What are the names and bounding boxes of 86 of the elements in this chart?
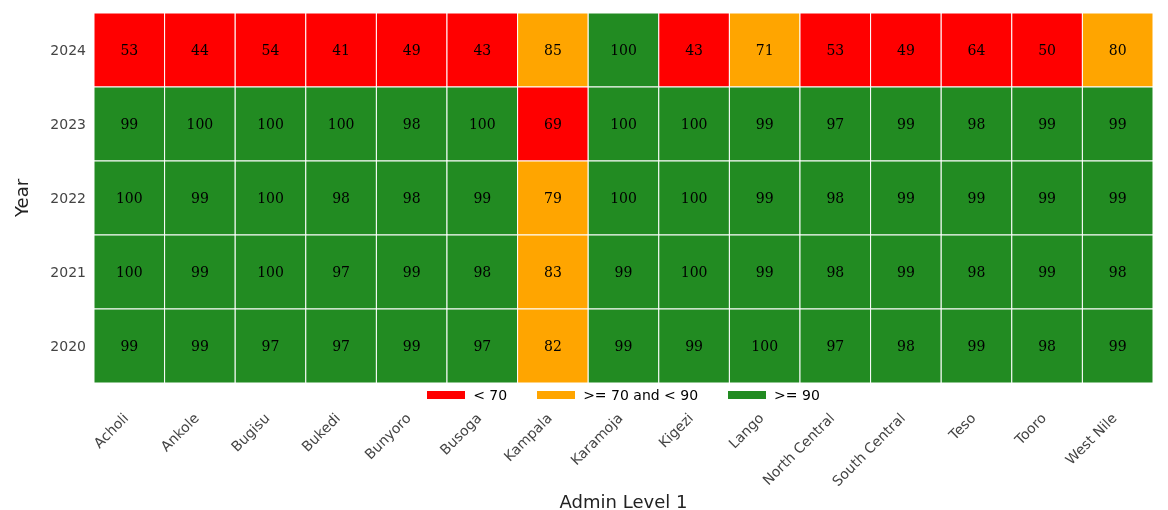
data-label: 64: [967, 42, 986, 58]
data-label: 99: [1108, 116, 1127, 132]
text: >= 70 and < 90: [583, 387, 699, 403]
data-label: 97: [261, 338, 280, 354]
data-label: 98: [402, 116, 421, 132]
data-label: 99: [896, 264, 915, 280]
y-axis-title: Year: [11, 178, 33, 219]
data-label: 85: [543, 42, 562, 58]
data-label: 99: [120, 338, 139, 354]
data-label: 98: [826, 264, 845, 280]
data-label: 99: [1038, 264, 1057, 280]
text: >= 90: [774, 387, 820, 403]
y-tick-label: 2020: [50, 337, 86, 354]
data-label: 83: [543, 264, 562, 280]
y-tick-label: 2021: [50, 263, 86, 280]
data-label: 100: [186, 116, 214, 132]
data-label: 98: [896, 338, 915, 354]
data-label: 97: [473, 338, 492, 354]
data-label: 97: [332, 338, 351, 354]
data-label: 98: [1108, 264, 1127, 280]
data-label: 50: [1038, 42, 1057, 58]
data-label: 99: [614, 264, 633, 280]
data-label: 100: [680, 190, 708, 206]
data-label: 100: [610, 116, 637, 132]
x-axis-title: Admin Level 1: [559, 491, 688, 510]
y-tick-label: 2022: [50, 189, 86, 206]
data-label: 49: [896, 42, 915, 58]
y-tick-label: 2024: [50, 41, 87, 58]
y-tick-label: 2023: [50, 115, 86, 132]
data-label: 99: [1108, 190, 1127, 206]
data-label: 79: [543, 190, 562, 206]
data-label: 99: [1108, 338, 1127, 354]
data-label: 98: [967, 116, 986, 132]
data-label: 99: [896, 190, 915, 206]
data-label: 99: [402, 264, 421, 280]
data-label: 80: [1108, 42, 1127, 58]
data-label: 99: [473, 190, 492, 206]
data-label: 98: [402, 190, 421, 206]
data-label: 99: [685, 338, 704, 354]
data-label: 99: [967, 338, 986, 354]
data-label: 97: [826, 116, 845, 132]
x-tick-label: Teso: [944, 409, 979, 444]
data-label: 97: [826, 338, 845, 354]
data-label: 100: [115, 264, 143, 280]
data-label: 43: [473, 42, 492, 58]
data-label: 100: [257, 190, 284, 206]
data-label: 49: [402, 42, 421, 58]
data-label: 100: [751, 338, 779, 354]
data-label: 99: [896, 116, 915, 132]
data-label: 100: [680, 264, 708, 280]
data-label: 43: [685, 42, 704, 58]
data-label: 99: [967, 190, 986, 206]
data-label: 99: [755, 264, 774, 280]
data-label: 100: [610, 42, 637, 58]
data-label: 100: [680, 116, 708, 132]
data-label: 98: [967, 264, 986, 280]
data-label: 98: [473, 264, 492, 280]
data-label: 100: [468, 116, 496, 132]
data-label: 99: [402, 338, 421, 354]
data-label: 69: [543, 116, 562, 132]
data-label: 98: [826, 190, 845, 206]
data-label: 99: [1038, 190, 1057, 206]
data-label: 82: [543, 338, 562, 354]
data-label: 99: [190, 338, 209, 354]
data-label: 71: [755, 42, 774, 58]
data-label: 99: [755, 190, 774, 206]
data-label: 100: [115, 190, 143, 206]
data-label: 99: [614, 338, 633, 354]
data-label: 44: [190, 42, 209, 58]
data-label: 99: [755, 116, 774, 132]
text: < 70: [473, 387, 508, 403]
data-label: 99: [120, 116, 139, 132]
data-label: 100: [610, 190, 637, 206]
data-label: 100: [257, 264, 284, 280]
data-label: 98: [332, 190, 351, 206]
data-label: 53: [826, 42, 845, 58]
data-label: 99: [190, 264, 209, 280]
data-label: 99: [1038, 116, 1057, 132]
data-label: 41: [332, 42, 351, 58]
data-label: 100: [257, 116, 284, 132]
data-label: 97: [332, 264, 351, 280]
data-label: 100: [327, 116, 355, 132]
data-label: 98: [1038, 338, 1057, 354]
data-label: 54: [261, 42, 280, 58]
data-label: 53: [120, 42, 139, 58]
data-label: 99: [190, 190, 209, 206]
